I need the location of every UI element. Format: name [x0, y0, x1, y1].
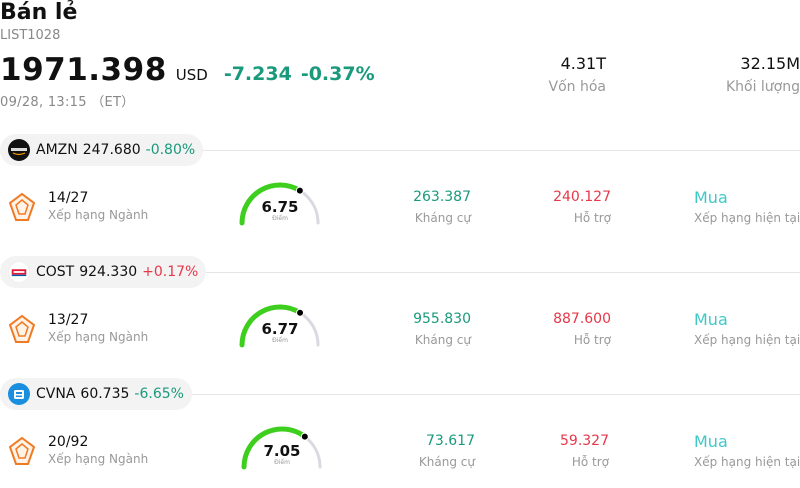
- price-change-percent: -0.37%: [300, 63, 375, 85]
- resistance-value: 263.387: [413, 189, 471, 205]
- stock-symbol: AMZN: [36, 142, 78, 158]
- volume-label: Khối lượng: [725, 79, 800, 95]
- rank-badge-icon: [8, 192, 36, 221]
- score-gauge-arc: [241, 426, 322, 470]
- amazon-logo-icon: [8, 139, 30, 161]
- resistance-block: 955.830 Kháng cự: [371, 311, 471, 347]
- currency-label: USD: [175, 66, 208, 84]
- rating-value: Mua: [694, 310, 728, 329]
- stock-header-cost: COST 924.330 +0.17%: [0, 256, 207, 288]
- rating-block: Mua Xếp hạng hiện tại: [694, 310, 800, 347]
- score-gauge-arc: [239, 304, 320, 348]
- stock-price: 924.330: [79, 264, 138, 280]
- score-label: Điểm: [272, 215, 288, 222]
- index-ticker: LIST1028: [0, 28, 61, 43]
- score-gauge: 6.77 Điểm: [239, 302, 329, 362]
- resistance-block: 73.617 Kháng cự: [375, 433, 475, 469]
- costco-logo-icon: [8, 261, 30, 283]
- volume-value: 32.15M: [740, 54, 800, 73]
- market-cap-stat: 4.31T Vốn hóa: [549, 54, 606, 95]
- market-cap-value: 4.31T: [560, 54, 606, 73]
- stock-symbol: COST: [36, 264, 75, 280]
- stock-symbol: CVNA: [36, 386, 76, 402]
- score-gauge: 7.05 Điểm: [241, 424, 331, 484]
- stock-change: +0.17%: [142, 264, 199, 280]
- support-label: Hỗ trợ: [573, 333, 611, 347]
- support-value: 887.600: [553, 311, 611, 327]
- score-label: Điểm: [272, 337, 288, 344]
- support-value: 240.127: [553, 189, 611, 205]
- carvana-logo-icon: [8, 383, 30, 405]
- rating-block: Mua Xếp hạng hiện tại: [694, 188, 800, 225]
- resistance-label: Kháng cự: [414, 211, 471, 225]
- rating-value: Mua: [694, 432, 728, 451]
- resistance-label: Kháng cự: [418, 455, 475, 469]
- stock-pill-amzn[interactable]: AMZN 247.680 -0.80%: [0, 134, 204, 166]
- score-value: 7.05: [263, 442, 301, 460]
- industry-rank-label: Xếp hạng Ngành: [48, 452, 149, 466]
- industry-rank-value: 20/92: [48, 434, 89, 450]
- section-divider: [190, 394, 800, 395]
- gauge-fill: [239, 304, 303, 348]
- timestamp: 09/28, 13:15 （ET）: [0, 95, 135, 110]
- gauge-marker: [296, 308, 305, 317]
- rating-label: Xếp hạng hiện tại: [694, 211, 800, 225]
- section-divider: [204, 272, 800, 273]
- industry-rank-label: Xếp hạng Ngành: [48, 208, 149, 222]
- industry-rank-value: 14/27: [48, 190, 89, 206]
- section-divider: [200, 150, 800, 151]
- rating-value: Mua: [694, 188, 728, 207]
- rating-label: Xếp hạng hiện tại: [694, 455, 800, 469]
- volume-stat: 32.15M Khối lượng: [726, 54, 800, 95]
- score-value: 6.75: [261, 198, 299, 216]
- industry-rank-value: 13/27: [48, 312, 89, 328]
- rating-label: Xếp hạng hiện tại: [694, 333, 800, 347]
- gauge-fill: [241, 426, 308, 470]
- index-price: 1971.398: [0, 52, 167, 88]
- gauge-fill: [239, 182, 303, 226]
- support-value: 59.327: [560, 433, 609, 449]
- rank-badge-icon: [8, 436, 36, 465]
- stock-header-cvna: CVNA 60.735 -6.65%: [0, 378, 192, 410]
- stock-change: -0.80%: [145, 142, 196, 158]
- stock-change: -6.65%: [134, 386, 184, 402]
- resistance-block: 263.387 Kháng cự: [371, 189, 471, 225]
- support-block: 59.327 Hỗ trợ: [509, 433, 609, 469]
- resistance-label: Kháng cự: [414, 333, 471, 347]
- page-title: Bán lẻ: [0, 0, 78, 25]
- score-gauge-arc: [239, 182, 320, 226]
- stock-header-amzn: AMZN 247.680 -0.80%: [0, 134, 204, 166]
- score-label: Điểm: [274, 459, 290, 466]
- rating-block: Mua Xếp hạng hiện tại: [694, 432, 800, 469]
- resistance-value: 955.830: [413, 311, 471, 327]
- support-block: 887.600 Hỗ trợ: [511, 311, 611, 347]
- market-cap-label: Vốn hóa: [548, 79, 606, 95]
- stock-pill-cvna[interactable]: CVNA 60.735 -6.65%: [0, 378, 192, 410]
- score-value: 6.77: [261, 320, 299, 338]
- support-label: Hỗ trợ: [573, 211, 611, 225]
- resistance-value: 73.617: [426, 433, 475, 449]
- gauge-marker: [295, 186, 304, 195]
- price-row: 1971.398 USD -7.234 -0.37%: [0, 52, 375, 88]
- support-label: Hỗ trợ: [571, 455, 609, 469]
- stock-pill-cost[interactable]: COST 924.330 +0.17%: [0, 256, 207, 288]
- stock-price: 60.735: [80, 386, 130, 402]
- gauge-marker: [300, 432, 309, 441]
- stock-price: 247.680: [82, 142, 141, 158]
- price-change: -7.234: [223, 63, 292, 85]
- support-block: 240.127 Hỗ trợ: [511, 189, 611, 225]
- rank-badge-icon: [8, 314, 36, 343]
- score-gauge: 6.75 Điểm: [239, 180, 329, 240]
- industry-rank-label: Xếp hạng Ngành: [48, 330, 149, 344]
